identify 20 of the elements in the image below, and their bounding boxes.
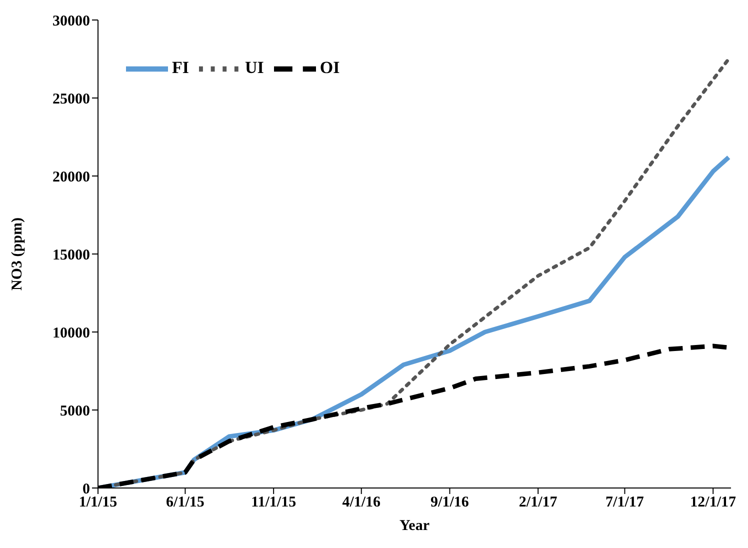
x-tick-label: 6/1/15 [166, 494, 204, 511]
x-tick-label: 2/1/17 [518, 494, 558, 511]
legend-label: UI [245, 58, 264, 77]
y-tick-label: 20000 [52, 169, 90, 186]
y-tick-label: 0 [82, 481, 90, 498]
y-tick-label: 30000 [52, 13, 90, 30]
x-tick-label: 11/1/15 [251, 494, 296, 511]
legend-label: OI [320, 58, 340, 77]
x-tick-label: 9/1/16 [430, 494, 470, 511]
x-tick-label: 4/1/16 [342, 494, 382, 511]
y-tick-label: 15000 [52, 247, 90, 264]
x-tick-label: 12/1/17 [690, 494, 737, 511]
y-tick-label: 25000 [52, 91, 90, 108]
y-tick-label: 10000 [52, 325, 90, 342]
x-tick-label: 1/1/15 [78, 494, 118, 511]
x-tick-label: 7/1/17 [606, 494, 644, 511]
legend-label: FI [172, 58, 189, 77]
y-tick-label: 5000 [60, 403, 90, 420]
y-axis-title: NO3 (ppm) [9, 218, 26, 290]
x-axis-title: Year [400, 518, 430, 534]
